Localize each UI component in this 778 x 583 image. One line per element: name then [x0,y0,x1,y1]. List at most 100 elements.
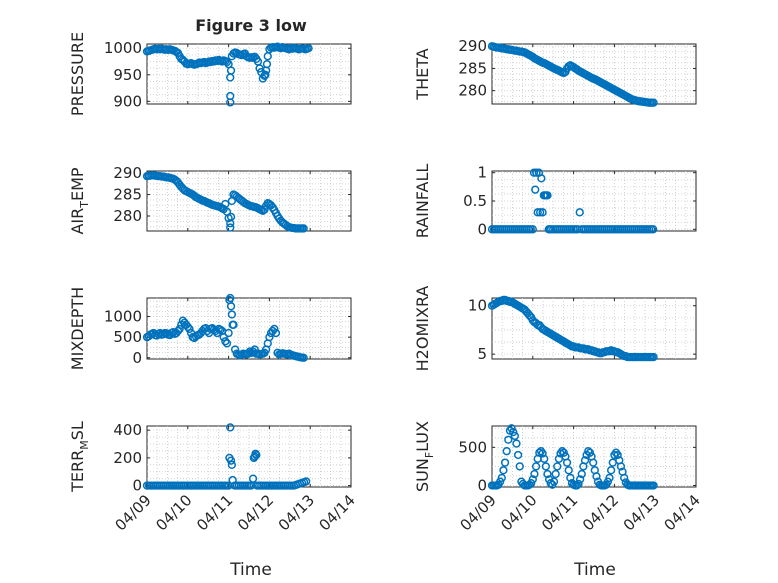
data-point [226,293,235,303]
data-point [606,466,616,475]
data-point [226,456,236,465]
data-point [649,352,658,362]
y-tick-label: 0 [132,349,142,367]
y-tick-label: 950 [113,66,142,84]
x-axis-label-right: Time [573,560,616,580]
data-point [500,458,510,467]
data-point [262,60,272,69]
data-point [271,328,281,338]
y-axis-label: MIXDEPTH [68,287,87,370]
data-point [540,454,549,463]
data-point [510,431,519,441]
panel-rainfall: 0 0.5 1 RAINFALL [413,164,697,239]
y-tick-label: 280 [113,207,142,225]
y-tick-label: 0.5 [463,192,487,210]
y-tick-label: 0 [477,476,487,494]
data-point [575,208,584,217]
data-point [551,469,560,479]
y-tick-label: 290 [113,164,142,182]
y-tick-label: 900 [113,92,142,110]
data-point [603,477,613,486]
data-point [512,439,521,448]
data-point [219,333,228,342]
data-point [173,326,183,336]
panel-theta: 280 285 290 THETA [413,37,697,107]
data-point [509,427,518,437]
data-point [589,458,598,467]
data-point [574,479,583,489]
data-point [226,423,235,432]
y-tick-label: 290 [458,37,487,55]
data-point [226,98,235,107]
data-point [513,450,523,460]
data-point [224,328,233,338]
y-tick-label: 0 [477,220,487,238]
data-point [528,475,537,484]
data-point [504,435,513,444]
data-point [572,481,582,490]
data-point [227,310,237,319]
data-point [244,349,253,358]
data-point [226,66,236,75]
y-tick-label: 0 [132,477,142,495]
data-point [221,199,230,209]
data-point [270,324,279,334]
data-point [304,44,313,53]
data-point [535,448,544,457]
data-point [499,466,508,475]
data-point [649,225,658,234]
data-point [222,339,232,348]
data-point [537,174,546,183]
data-point [592,472,601,481]
data-point [616,462,626,471]
data-point [507,424,516,433]
y-tick-label: 5 [477,345,487,363]
data-point [528,225,537,234]
data-point [185,324,194,334]
data-point [168,328,178,337]
data-point [553,462,562,471]
y-tick-label: 280 [458,82,487,100]
data-point [580,456,590,465]
y-tick-label: 500 [458,438,487,456]
data-point [226,223,235,232]
data-point [535,208,545,217]
data-point [226,302,236,311]
data-point [605,473,614,483]
y-axis-label: PRESSURE [68,32,87,116]
y-tick-label: 200 [113,449,142,467]
data-point [649,481,658,490]
chart-title: Figure 3 low [195,16,307,35]
data-point [577,469,586,479]
panel-air-temp: 280 285 290 AIRTEMP [68,164,352,235]
data-point [620,473,629,483]
y-axis-label: RAINFALL [413,164,432,239]
y-tick-label: 10 [468,297,487,315]
data-point [248,474,258,483]
data-point [216,325,225,334]
data-point [301,477,311,486]
data-point [529,168,539,177]
data-point [226,212,236,222]
data-point [564,466,573,475]
data-point [515,462,524,471]
data-point [221,337,230,346]
y-axis-label: THETA [413,48,432,100]
y-tick-label: 400 [113,421,142,439]
data-point [265,333,274,342]
data-point [252,450,261,460]
y-axis-label: TERRMSL [68,421,91,493]
y-tick-label: 1000 [104,308,142,326]
data-point [222,57,232,67]
data-point [538,449,547,458]
y-axis-label: H2OMIXRA [413,286,432,372]
data-point [496,477,505,486]
data-point [532,168,541,177]
data-point [585,448,595,457]
panel-mixdepth: 0 500 1000 MIXDEPTH [68,287,352,370]
data-point [566,473,575,483]
data-point [543,191,552,200]
data-point [227,460,237,469]
data-point [260,205,269,214]
